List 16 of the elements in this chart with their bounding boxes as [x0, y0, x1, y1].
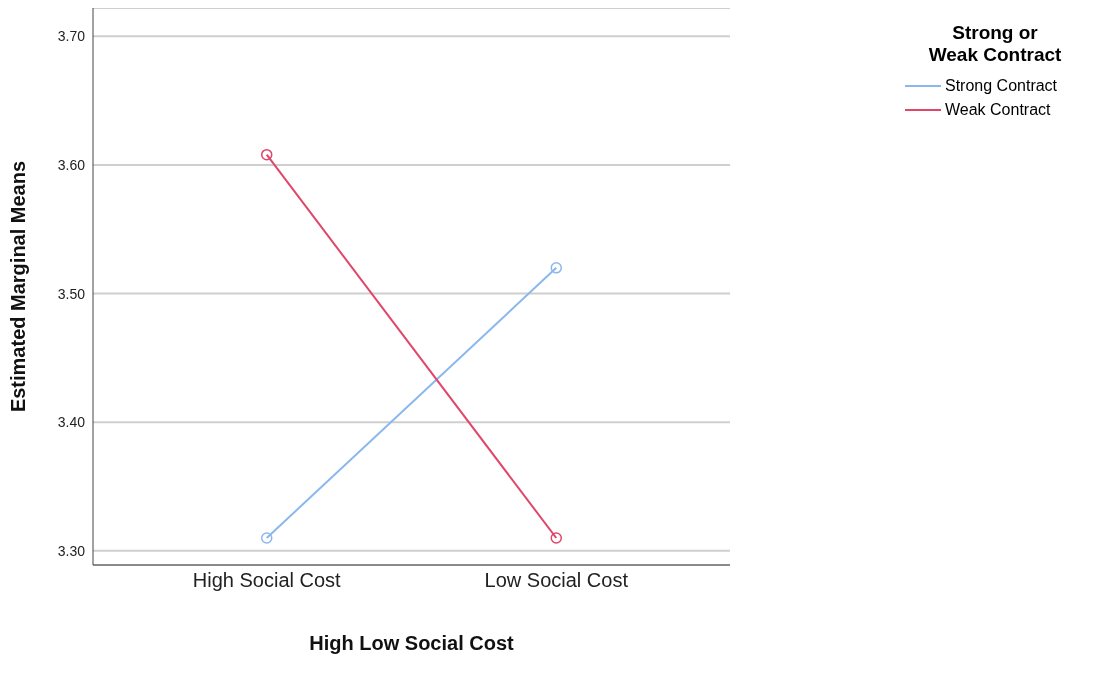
y-axis-title: Estimated Marginal Means — [7, 160, 30, 413]
y-tick-label: 3.70 — [57, 28, 86, 45]
legend-label: Strong Contract — [945, 76, 1058, 96]
legend-title: Strong or Weak Contract — [927, 22, 1063, 66]
y-tick-label: 3.30 — [57, 542, 86, 559]
legend-label: Weak Contract — [945, 100, 1051, 120]
y-tick-label: 3.40 — [57, 414, 86, 431]
point — [260, 148, 273, 161]
y-tick-label: 3.50 — [57, 285, 86, 302]
point — [260, 532, 273, 544]
point — [550, 262, 563, 274]
x-tick-label: High Social Cost — [192, 569, 342, 592]
x-tick-label: Low Social Cost — [484, 569, 629, 592]
x-axis-title: High Low Social Cost — [309, 632, 515, 654]
y-tick-label: 3.60 — [57, 156, 86, 173]
point — [550, 532, 563, 544]
